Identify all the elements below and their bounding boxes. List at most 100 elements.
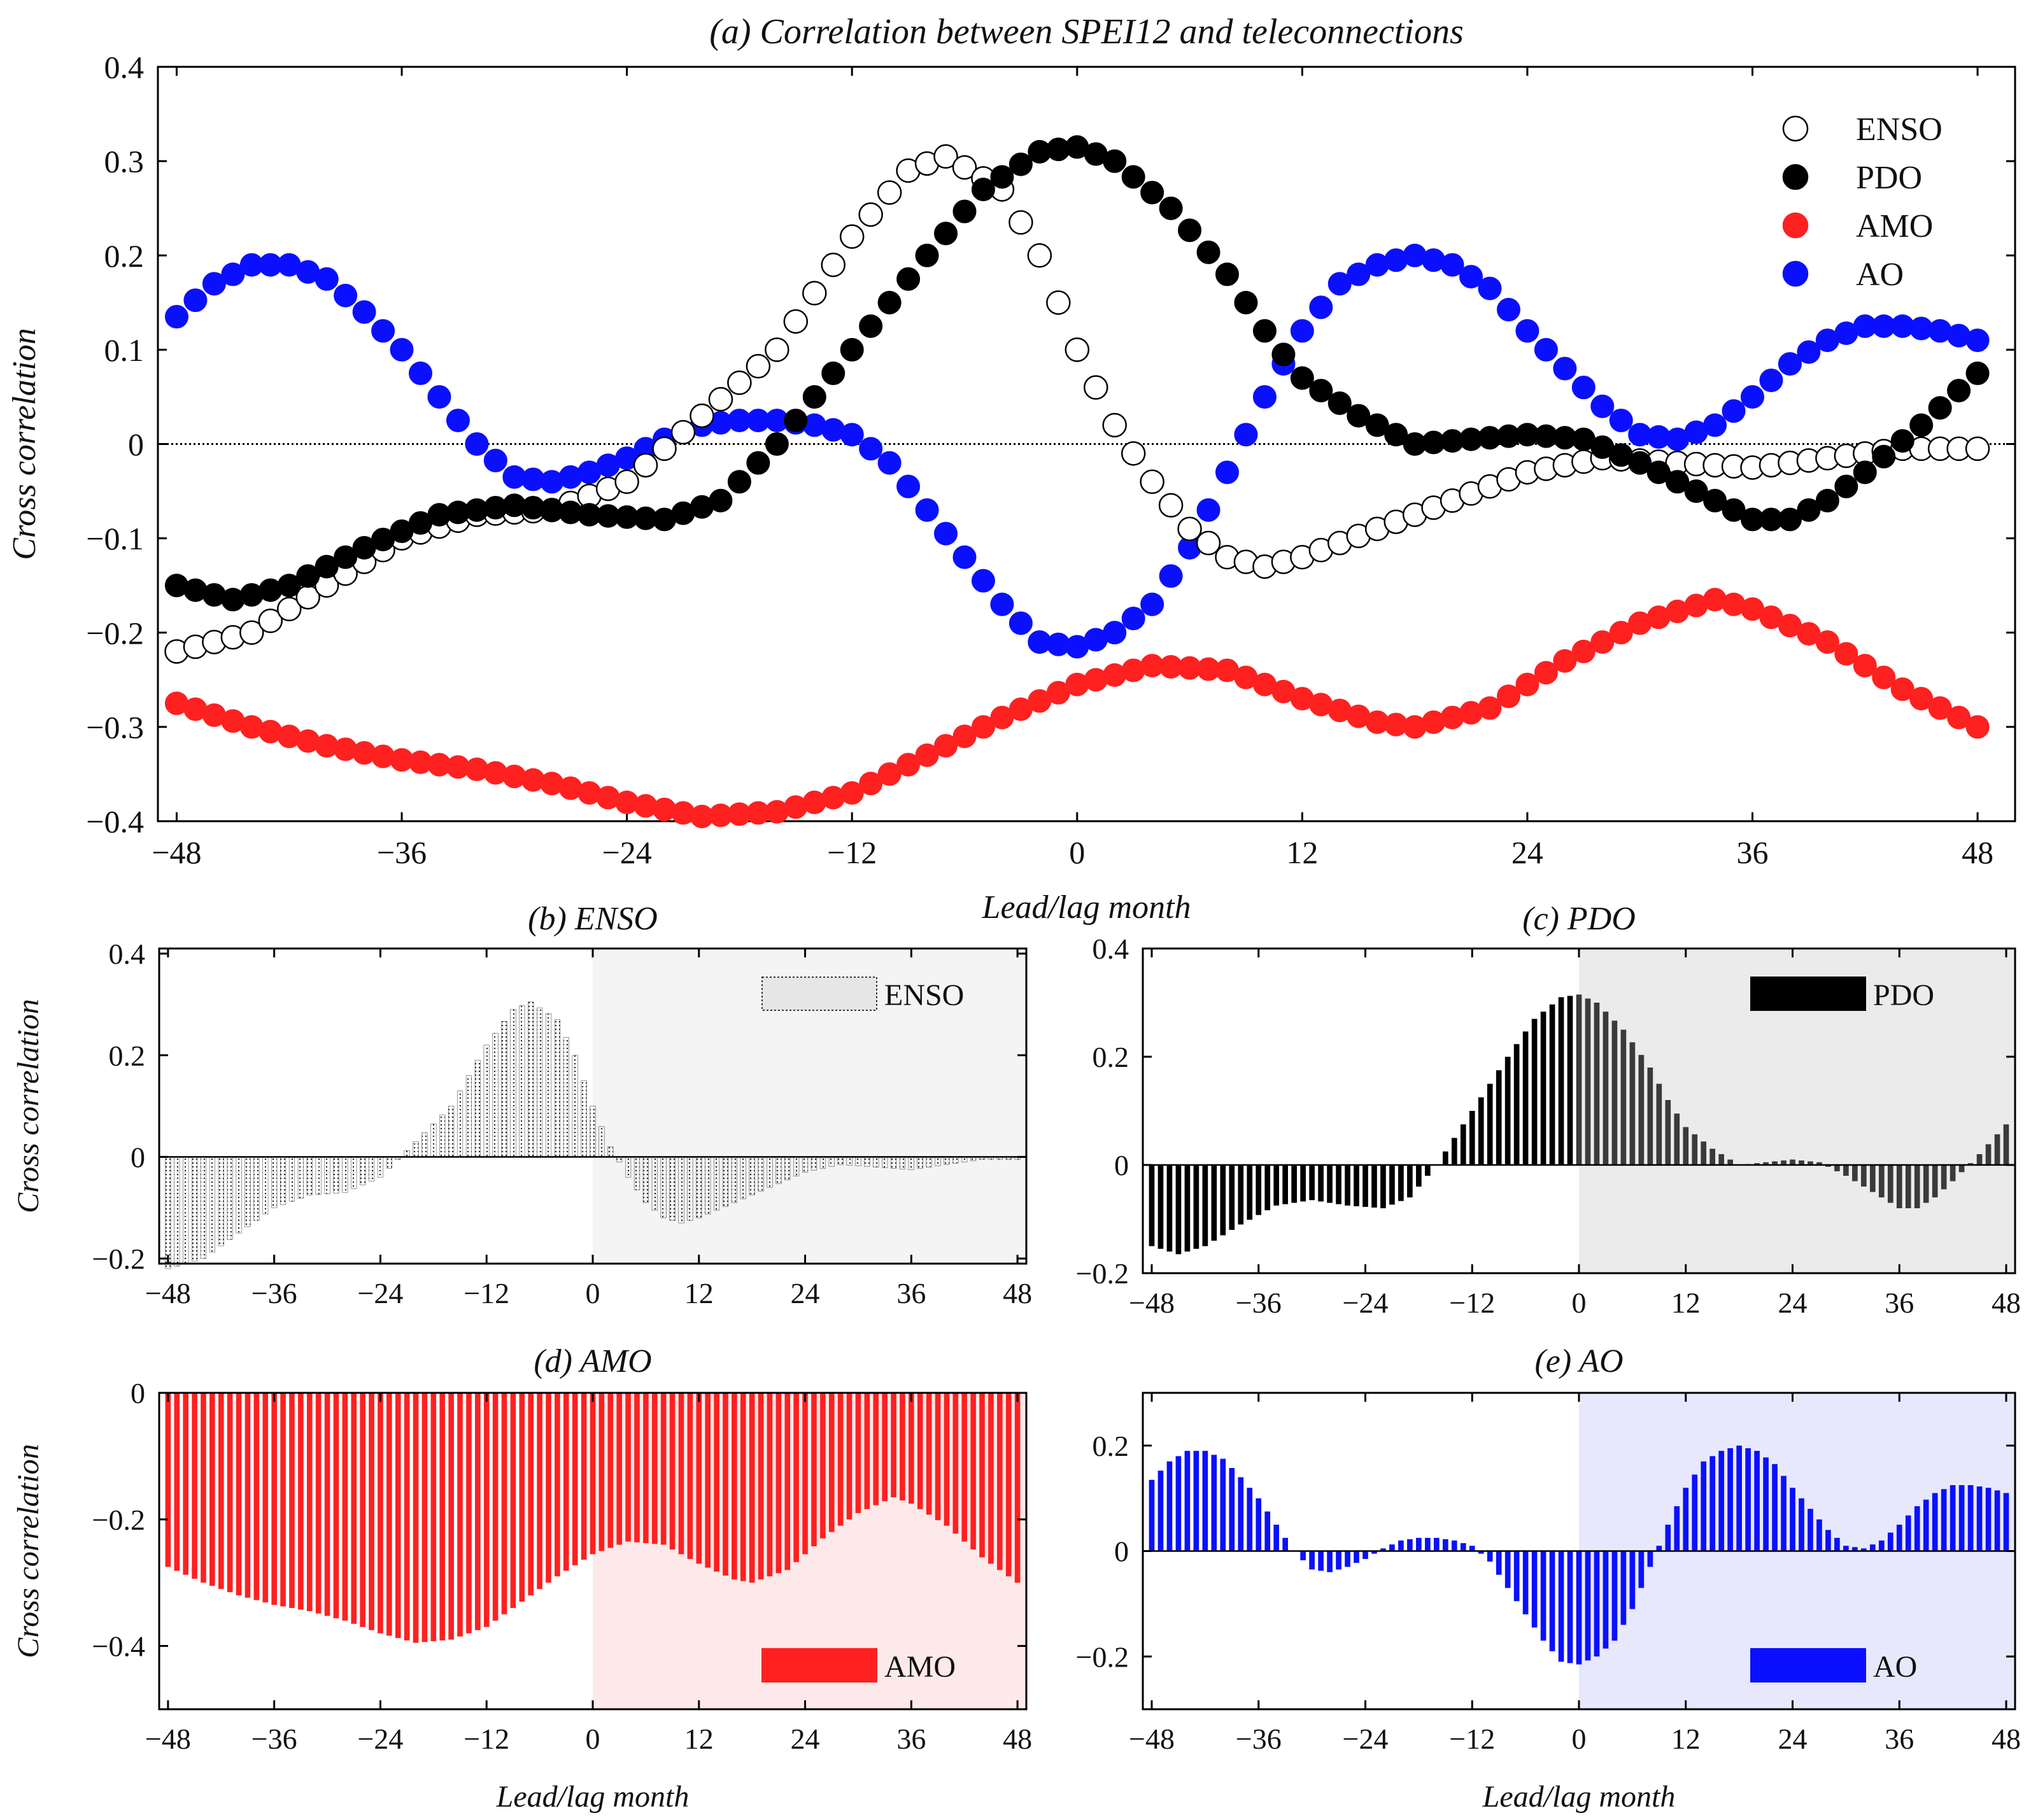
x-tick-label: −48 <box>1129 1287 1175 1319</box>
x-tick-label: −36 <box>251 1723 297 1755</box>
bar <box>1371 1165 1377 1208</box>
point-pdo <box>840 337 864 362</box>
point-enso <box>1177 516 1202 542</box>
legend-label-enso: ENSO <box>884 978 964 1012</box>
point-pdo <box>1890 429 1914 453</box>
bar <box>209 1157 215 1253</box>
bar <box>1496 1070 1502 1165</box>
bar <box>1701 1461 1707 1551</box>
bar <box>1754 1451 1760 1551</box>
bar <box>1594 1551 1600 1657</box>
bar <box>1149 1165 1155 1246</box>
point-pdo <box>1778 507 1802 532</box>
bar <box>1976 1154 1983 1165</box>
point-enso <box>239 620 264 645</box>
legend: ENSO <box>761 977 964 1012</box>
point-enso <box>746 354 771 379</box>
bar <box>1220 1458 1226 1551</box>
point-enso <box>877 180 902 205</box>
bar <box>1834 1537 1840 1551</box>
bar <box>315 1157 322 1195</box>
bar <box>855 1393 861 1513</box>
bar <box>651 1157 658 1211</box>
point-enso <box>858 202 883 227</box>
y-tick-label: −0.4 <box>86 804 144 840</box>
legend-marker-amo <box>1782 212 1809 239</box>
bar <box>510 1393 516 1608</box>
y-tick-label: 0 <box>1114 1535 1129 1568</box>
bar <box>1603 1551 1609 1649</box>
bar <box>1211 1455 1217 1551</box>
bar <box>1202 1165 1208 1246</box>
bar <box>1211 1165 1217 1241</box>
point-amo <box>1928 696 1952 720</box>
bar <box>1683 1127 1689 1165</box>
y-tick-label: −0.2 <box>1076 1640 1129 1673</box>
point-pdo <box>1684 479 1708 504</box>
bar <box>448 1106 455 1157</box>
x-tick-label: 48 <box>1962 835 1993 870</box>
bar <box>1354 1551 1359 1563</box>
x-tick-label: 12 <box>1286 835 1318 870</box>
point-enso <box>614 469 639 494</box>
bar <box>1772 1161 1778 1165</box>
bar <box>554 1019 561 1157</box>
bar <box>1799 1498 1804 1551</box>
bar <box>492 1393 499 1621</box>
legend-marker-pdo <box>1782 164 1809 190</box>
point-ao <box>1290 319 1314 343</box>
bar <box>360 1157 366 1185</box>
point-pdo <box>1327 391 1352 415</box>
bar <box>324 1393 330 1616</box>
point-enso <box>1083 375 1108 400</box>
point-enso <box>727 370 752 395</box>
point-ao <box>164 305 188 329</box>
bar <box>740 1393 746 1581</box>
bar <box>253 1157 260 1221</box>
point-pdo <box>1309 379 1333 403</box>
bar <box>572 1055 578 1157</box>
bar <box>1763 1162 1769 1165</box>
bar <box>784 1393 791 1570</box>
bar <box>908 1157 914 1170</box>
point-pdo <box>1872 444 1896 469</box>
bar <box>1558 1551 1564 1662</box>
x-tick-label: 0 <box>1069 835 1085 870</box>
bar <box>201 1393 206 1583</box>
bar <box>1247 1488 1253 1551</box>
point-pdo <box>1365 413 1389 437</box>
bar <box>1932 1165 1938 1197</box>
bar <box>1887 1532 1893 1551</box>
legend: AMO <box>761 1648 956 1684</box>
bar <box>935 1393 941 1521</box>
point-enso <box>765 337 789 362</box>
bar <box>1398 1540 1404 1551</box>
point-ao <box>971 568 995 593</box>
y-tick-label: 0.4 <box>1093 933 1129 965</box>
point-pdo <box>1909 413 1934 437</box>
point-pdo <box>296 564 320 588</box>
bar <box>1701 1141 1707 1165</box>
bar <box>1469 1546 1475 1551</box>
point-ao <box>1459 265 1483 289</box>
bar <box>537 1393 542 1590</box>
bar <box>1558 997 1564 1165</box>
bar <box>510 1009 516 1157</box>
point-ao <box>1215 460 1239 484</box>
bar <box>1576 1551 1582 1665</box>
x-tick-label: 0 <box>586 1277 600 1309</box>
bar <box>1193 1165 1199 1249</box>
point-enso <box>1065 337 1090 362</box>
bar <box>1611 1551 1618 1641</box>
bar <box>1887 1165 1893 1203</box>
point-ao <box>1309 295 1333 320</box>
bar <box>581 1080 587 1157</box>
bar <box>1309 1551 1315 1570</box>
legend-label-ao: AO <box>1856 257 1904 293</box>
bar <box>1878 1540 1885 1551</box>
bar <box>1460 1543 1466 1551</box>
bar <box>1683 1488 1689 1551</box>
point-ao <box>427 384 451 409</box>
point-ao <box>1103 621 1127 645</box>
point-enso <box>1046 290 1071 315</box>
